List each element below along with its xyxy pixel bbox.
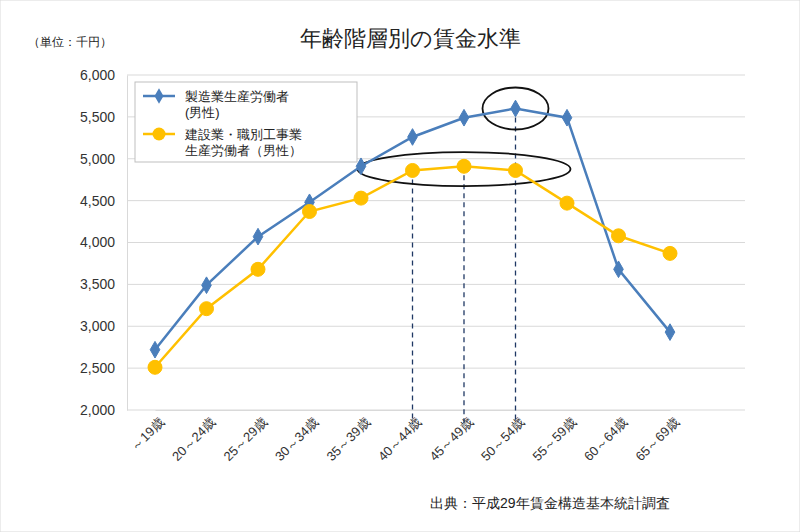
y-tick: 2,500 [80,360,127,376]
point [612,229,626,243]
annotation-dashed-line [463,166,464,424]
y-axis: 2,000 2,500 3,000 3,500 4,000 4,500 5,000 5,500… [80,67,128,418]
x-tick-label: 35～39歳 [324,415,373,464]
y-axis-line [127,76,128,411]
y-tick-label: 3,500 [80,276,115,292]
x-axis-line [156,410,671,411]
point [148,360,162,374]
legend-box [135,82,357,162]
grid-line [127,242,745,243]
x-tick: 35～39歳 [324,410,373,464]
point [560,196,574,210]
x-axis: ～19歳20～24歳25～29歳30～34歳35～39歳40～44歳45～49歳… [128,410,682,464]
x-tick-label: 25～29歳 [221,415,270,464]
y-tick-label: 2,500 [80,360,115,376]
y-tick-label: 6,000 [80,67,115,83]
point [663,246,677,260]
y-tick: 3,500 [80,276,127,292]
series-line [155,109,670,350]
x-tick: 60～64歳 [581,410,630,464]
grid-line [127,410,745,411]
y-tick: 2,000 [80,402,127,418]
annotation-ellipse [358,152,571,186]
x-tick-label: 60～64歳 [581,415,630,464]
legend-marker [153,128,166,141]
y-tick: 4,000 [80,234,127,250]
point [200,302,214,316]
annotations [358,88,571,425]
grid-line [127,200,745,201]
x-tick: 25～29歳 [221,410,270,464]
series [148,159,677,374]
y-tick: 3,000 [80,318,127,334]
point [457,159,471,173]
y-tick: 6,000 [80,67,127,83]
plot-marks [148,100,677,374]
source: 出典：平成29年賃金構造基本統計調査 [430,495,670,511]
x-tick-label: 30～34歳 [272,415,321,464]
grid-line [127,284,745,285]
chart: 年齢階層別の賃金水準 （単位：千円） 2,000 2,500 3,000 3,500 4,0… [0,0,800,532]
legend-entry: 製造業生産労働者(男性) [143,88,289,120]
legend-entry: 建設業・職別工事業生産労働者（男性） [143,127,302,158]
point [509,163,523,177]
point [459,109,469,126]
annotation-ellipse [483,88,549,130]
series [150,100,675,358]
point [614,261,624,278]
point [665,324,675,341]
x-tick: 30～34歳 [272,410,321,464]
x-tick: ～19歳 [128,410,167,454]
grid [127,75,745,410]
point [251,262,265,276]
annotation-dashed-line [515,109,516,425]
x-tick: 50～54歳 [478,410,527,464]
y-tick-label: 4,500 [80,193,115,209]
y-tick-label: 2,000 [80,402,115,418]
grid-line [127,75,745,76]
legend-label: 製造業生産労働者(男性) [185,89,289,120]
point [354,191,368,205]
y-tick: 4,500 [80,193,127,209]
point [511,100,521,117]
point [303,205,317,219]
point [253,228,263,245]
unit-label: （単位：千円） [28,35,112,49]
x-tick: 55～59歳 [530,410,579,464]
series-line [155,166,670,367]
y-tick-label: 5,000 [80,151,115,167]
point [408,129,418,146]
point [406,163,420,177]
legend: 製造業生産労働者(男性) 建設業・職別工事業生産労働者（男性） [135,82,357,162]
annotation-dashed-line [412,170,413,424]
x-tick-label: 55～59歳 [530,415,579,464]
chart-container: 年齢階層別の賃金水準 （単位：千円） 2,000 2,500 3,000 3,500 4,0… [0,0,800,532]
point [202,277,212,294]
x-tick: 40～44歳 [375,410,424,464]
x-tick-label: 45～49歳 [427,415,476,464]
x-tick-label: 20～24歳 [169,415,218,464]
grid-line [127,326,745,327]
background [0,0,800,532]
point [356,158,366,175]
x-tick-label: 50～54歳 [478,415,527,464]
y-tick: 5,000 [80,151,127,167]
x-tick: 45～49歳 [427,410,476,464]
legend-marker [155,88,164,104]
point [150,341,160,358]
legend-label: 建設業・職別工事業生産労働者（男性） [184,127,302,158]
grid-line [127,368,745,369]
y-tick-label: 3,000 [80,318,115,334]
x-tick: 20～24歳 [169,410,218,464]
x-tick-label: ～19歳 [128,415,167,454]
x-tick: 65～69歳 [633,410,682,464]
y-tick-label: 4,000 [80,234,115,250]
x-tick-label: 40～44歳 [375,415,424,464]
y-tick-label: 5,500 [80,109,115,125]
point [562,109,572,126]
y-tick: 5,500 [80,109,127,125]
title: 年齢階層別の賃金水準 [300,26,521,51]
x-tick-label: 65～69歳 [633,415,682,464]
